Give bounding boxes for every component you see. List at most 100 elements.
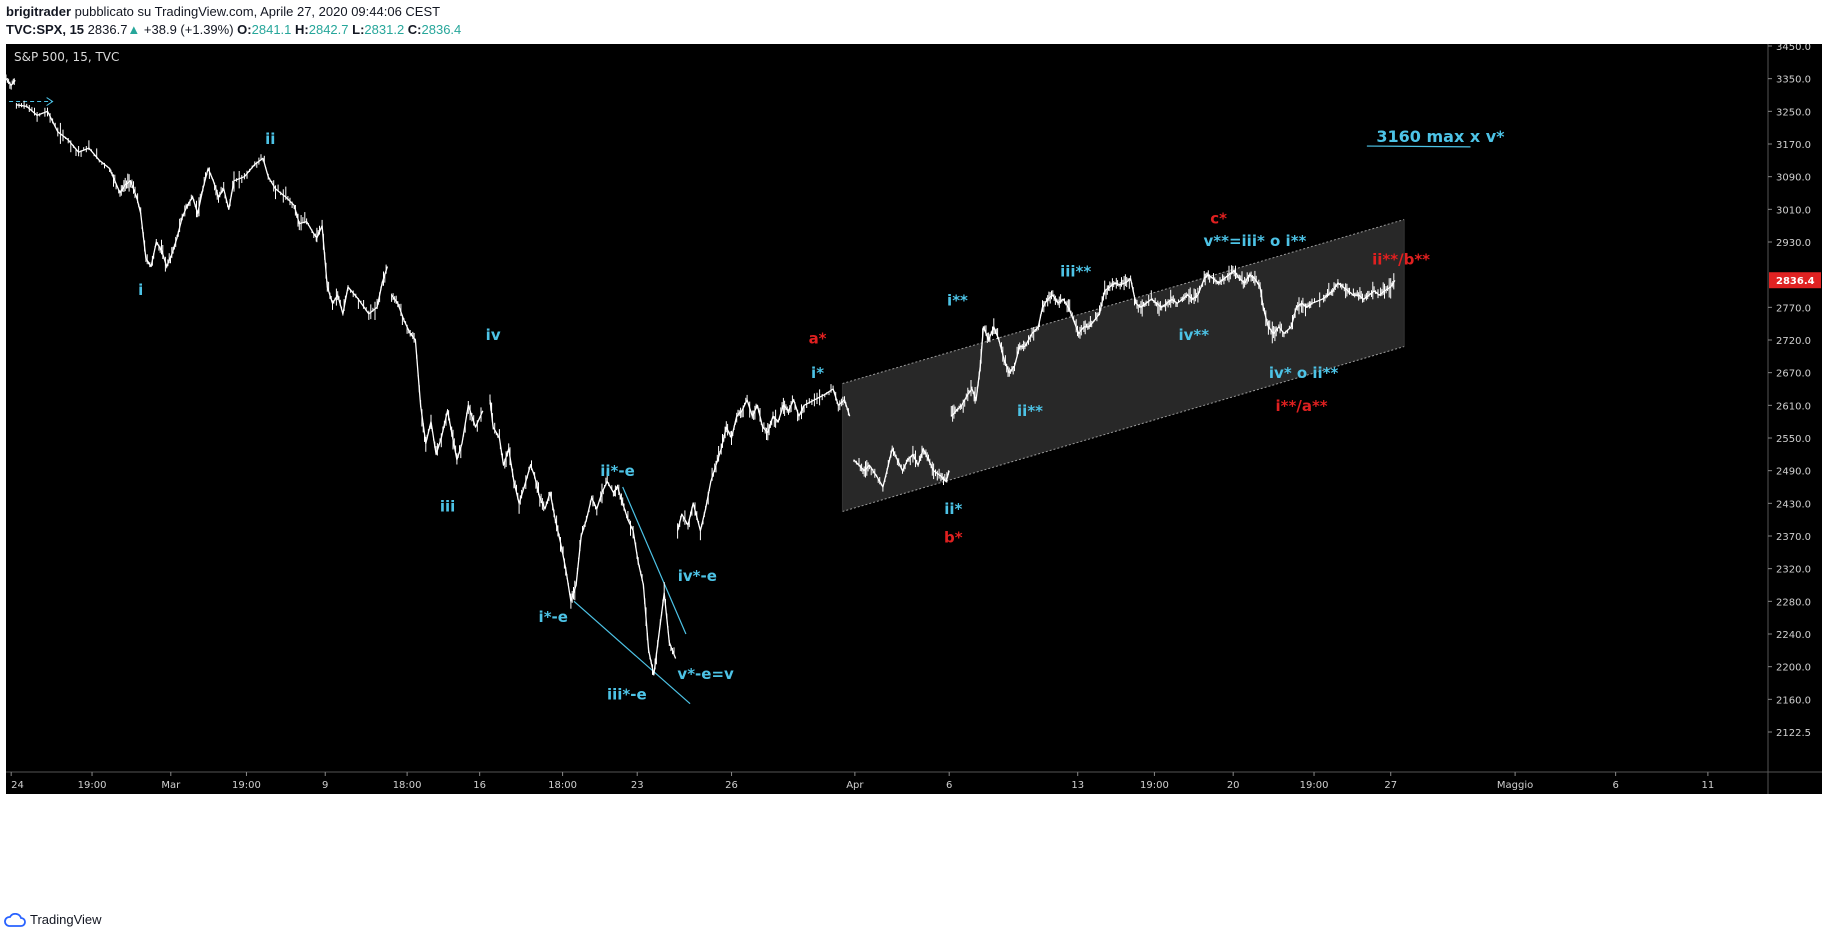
high-value: 2842.7 (308, 22, 349, 37)
time-tick-label: 27 (1384, 780, 1397, 791)
price-tick-label: 3010.0 (1776, 205, 1811, 216)
price-tick-label: 2240.0 (1776, 630, 1811, 641)
price-tick-label: 3350.0 (1776, 75, 1811, 86)
time-tick-label: Mar (161, 780, 181, 791)
price-tick-label: 2280.0 (1776, 597, 1811, 608)
wedge-line-2 (622, 486, 687, 635)
wave-annotations[interactable]: iiiiviiiii*-ei*-eiii*-ev*-e=viv*-ea*i*i*… (138, 127, 1505, 703)
time-tick-label: 11 (1702, 780, 1715, 791)
wave-label[interactable]: iv*-e (678, 567, 717, 585)
time-tick-label: 20 (1227, 780, 1240, 791)
wave-label[interactable]: ii** (1017, 402, 1043, 420)
price-tick-label: 3450.0 (1776, 44, 1811, 53)
close-label: C: (407, 22, 422, 37)
price-tick-label: 2200.0 (1776, 663, 1811, 674)
wave-label[interactable]: b* (944, 529, 963, 547)
price-tick-label: 2430.0 (1776, 499, 1811, 510)
wave-label[interactable]: iii (440, 498, 455, 516)
wave-label[interactable]: v*-e=v (677, 665, 734, 683)
publish-info: brigitrader pubblicato su TradingView.co… (6, 4, 440, 19)
wave-label[interactable]: i* (811, 364, 824, 382)
wave-label[interactable]: iii*-e (607, 685, 647, 703)
price-tick-label: 3090.0 (1776, 173, 1811, 184)
channel-lower-line (842, 346, 1405, 512)
price-series (5, 74, 1396, 676)
wave-label[interactable]: a* (809, 329, 827, 347)
price-tick-label: 2320.0 (1776, 565, 1811, 576)
time-tick-label: 6 (1612, 780, 1618, 791)
low-value: 2831.2 (364, 22, 405, 37)
price-axis-background[interactable] (1768, 44, 1822, 772)
time-tick-label: 6 (946, 780, 952, 791)
time-axis: 24 19:00 Mar 19:00 9 18:00 16 18:00 23 26 Apr 6 13 19… (10, 772, 1715, 791)
time-tick-label: 24 (11, 780, 24, 791)
last-price: 2836.7 (87, 22, 128, 37)
up-arrow-icon: ▲ (127, 22, 141, 37)
time-axis-background[interactable] (6, 772, 1768, 794)
time-tick-label: 18:00 (548, 780, 577, 791)
wave-label[interactable]: iii** (1060, 263, 1091, 281)
footer: TradingView (0, 904, 1828, 938)
wave-label[interactable]: 3160 max x v* (1376, 127, 1505, 146)
cloud-icon (4, 912, 26, 927)
tradingview-logo[interactable]: TradingView (4, 912, 102, 927)
time-tick-label: 19:00 (232, 780, 261, 791)
price-axis: 3450.0 3350.0 3250.0 3170.0 3090.0 3010.0 2930… (1768, 42, 1821, 739)
author-name[interactable]: brigitrader (6, 4, 72, 19)
wave-label[interactable]: iv (486, 326, 501, 344)
price-tick-label: 2160.0 (1776, 695, 1811, 706)
time-tick-label: 19:00 (1140, 780, 1169, 791)
wave-label[interactable]: ii (265, 130, 275, 148)
high-label: H: (295, 22, 309, 37)
wave-label[interactable]: iv* o ii** (1269, 364, 1339, 382)
wave-label[interactable]: iv** (1178, 326, 1209, 344)
price-change: +38.9 (+1.39%) (143, 22, 234, 37)
time-tick-label: 26 (725, 780, 738, 791)
trend-lines[interactable] (9, 97, 1471, 705)
last-price-tag (1769, 272, 1821, 289)
open-value: 2841.1 (251, 22, 292, 37)
price-tick-label: 3170.0 (1776, 140, 1811, 151)
wave-label[interactable]: ii* (944, 500, 962, 518)
price-tick-label: 2490.0 (1776, 467, 1811, 478)
low-label: L: (352, 22, 365, 37)
wave-label[interactable]: ii*-e (600, 462, 635, 480)
wave-label[interactable]: i (138, 281, 143, 299)
wave-label[interactable]: v**=iii* o i** (1204, 232, 1307, 250)
time-tick-label: 19:00 (78, 780, 107, 791)
time-tick-label: Maggio (1497, 780, 1533, 791)
price-tick-label: 2770.0 (1776, 303, 1811, 314)
time-tick-label: 16 (473, 780, 486, 791)
wave-label[interactable]: i**/a** (1276, 397, 1328, 415)
price-chart[interactable]: 3450.0 3350.0 3250.0 3170.0 3090.0 3010.0 2930… (0, 42, 1828, 904)
close-value: 2836.4 (421, 22, 462, 37)
price-tick-label: 2930.0 (1776, 238, 1811, 249)
channel-upper-line (842, 219, 1405, 385)
chart-title: S&P 500, 15, TVC (14, 50, 119, 64)
price-tick-label: 2720.0 (1776, 336, 1811, 347)
price-tick-label: 2610.0 (1776, 401, 1811, 412)
channel-fill (842, 219, 1405, 512)
wave-label[interactable]: c* (1210, 210, 1227, 228)
time-tick-label: 19:00 (1300, 780, 1329, 791)
arrow-right-icon (46, 97, 54, 106)
axis-corner (1768, 772, 1822, 794)
brand-name: TradingView (30, 912, 102, 927)
price-tick-label: 2370.0 (1776, 532, 1811, 543)
price-tick-label: 2550.0 (1776, 434, 1811, 445)
time-tick-label: 23 (631, 780, 644, 791)
price-tick-label: 3250.0 (1776, 107, 1811, 118)
wave-label[interactable]: i** (947, 291, 968, 309)
publish-header: brigitrader pubblicato su TradingView.co… (0, 0, 1828, 44)
last-price-label: 2836.4 (1776, 276, 1815, 287)
target-line (1366, 145, 1471, 148)
wave-label[interactable]: i*-e (539, 608, 568, 626)
chart-area[interactable]: 3450.0 3350.0 3250.0 3170.0 3090.0 3010.0 2930… (0, 42, 1828, 904)
time-tick-label: 13 (1071, 780, 1084, 791)
parallel-channel[interactable] (841, 219, 1405, 512)
wedge-line-1 (573, 600, 691, 705)
open-label: O: (237, 22, 252, 37)
price-tick-label: 2670.0 (1776, 369, 1811, 380)
wave-label[interactable]: ii**/b** (1372, 250, 1430, 268)
symbol-label: TVC:SPX, 15 (6, 22, 85, 37)
